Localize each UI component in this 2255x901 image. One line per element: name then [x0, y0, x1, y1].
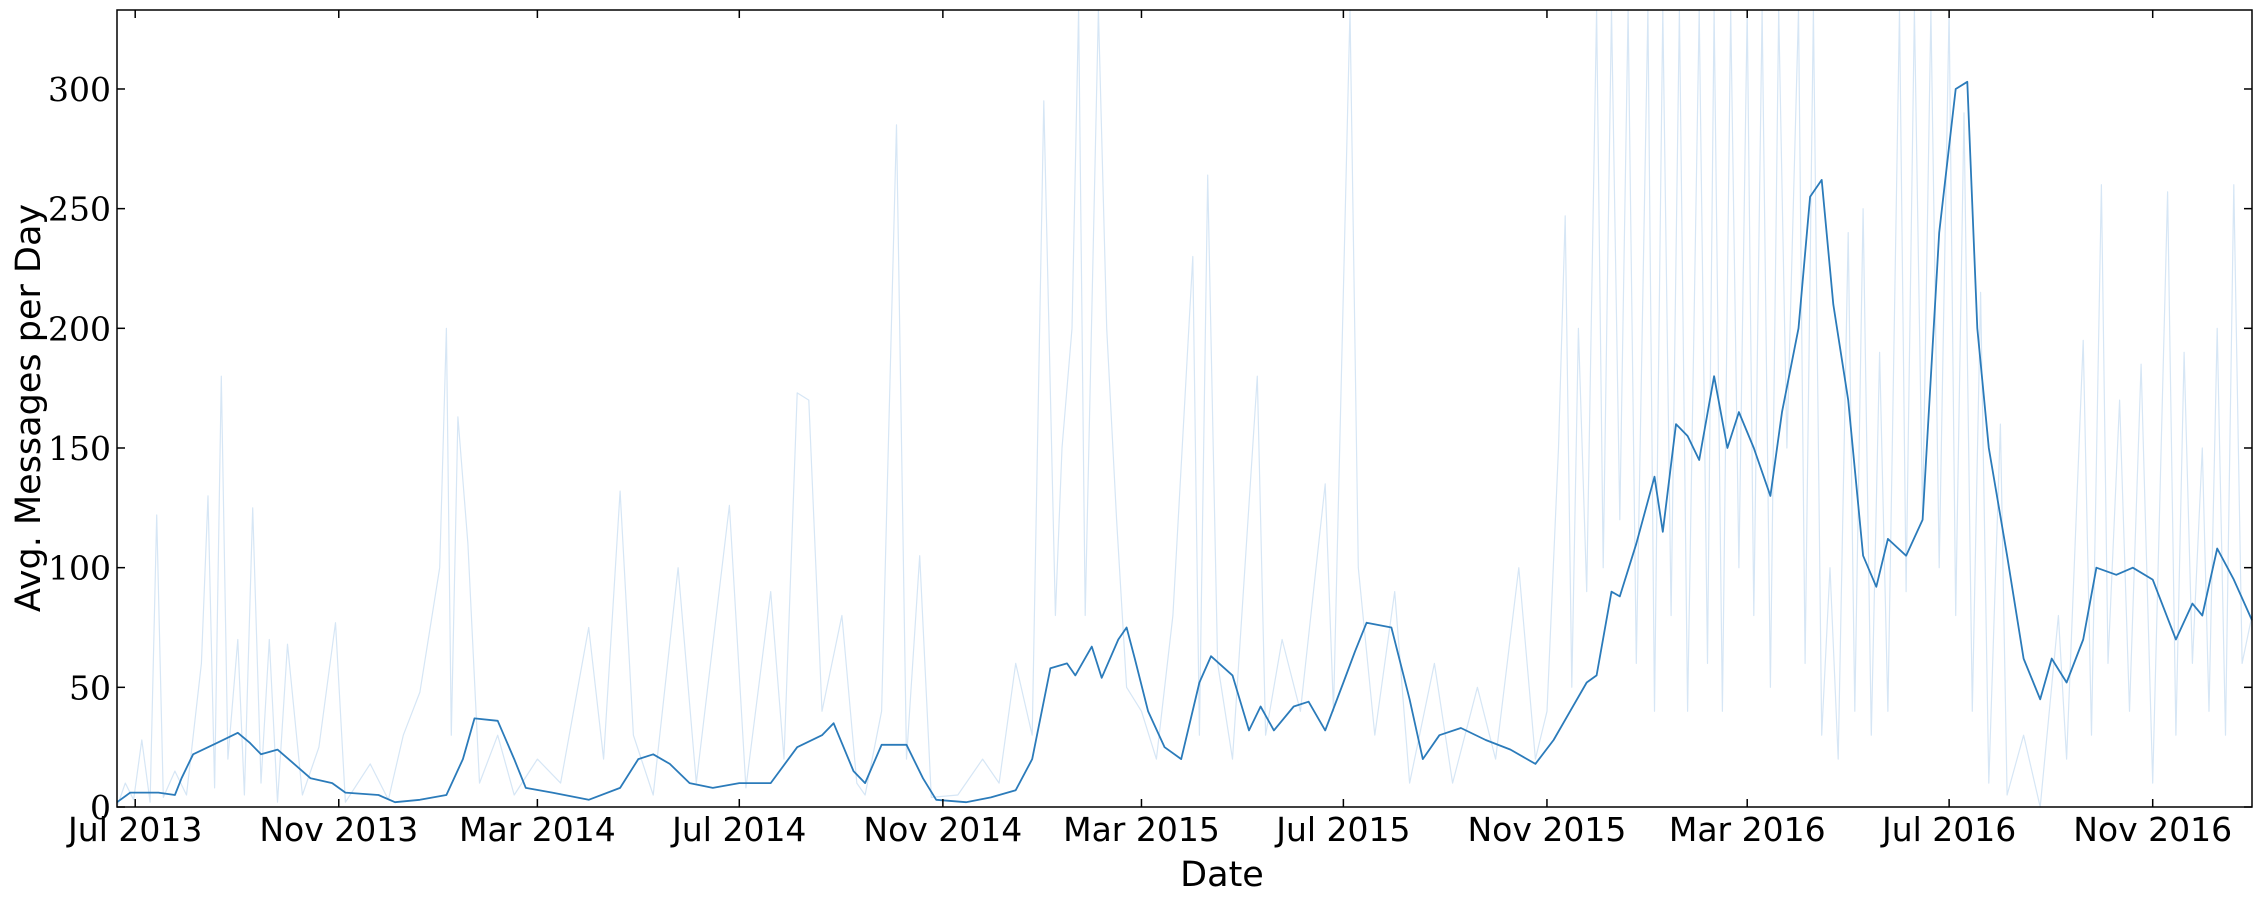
y-tick-label: 50 [69, 668, 111, 707]
daily-series-layer [116, 9, 2253, 808]
daily-messages-line [116, 9, 2253, 808]
x-tick-label: Mar 2015 [1063, 810, 1220, 849]
x-tick-label: Nov 2015 [1468, 810, 1627, 849]
x-tick-label: Jul 2014 [670, 810, 806, 849]
y-tick-label: 250 [48, 190, 111, 229]
x-tick-label: Mar 2016 [1669, 810, 1826, 849]
y-axis-label: Avg. Messages per Day [9, 204, 49, 612]
x-axis-ticks: Jul 2013 Nov 2013 Mar 2014 Jul 2014 Nov 2014… [66, 10, 2232, 849]
moving-average-line [116, 80, 2253, 804]
y-axis-ticks: 0 50 100 150 200 250 300 [48, 70, 2252, 827]
x-tick-label: Jul 2016 [1880, 810, 2016, 849]
x-tick-label: Nov 2013 [259, 810, 418, 849]
y-tick-label: 0 [90, 788, 111, 827]
x-tick-label: Jul 2013 [66, 810, 202, 849]
x-tick-label: Mar 2014 [459, 810, 616, 849]
y-tick-label: 100 [48, 549, 111, 588]
y-tick-label: 200 [48, 309, 111, 348]
plot-frame [116, 9, 2253, 808]
moving-average-series-layer [116, 80, 2253, 804]
x-axis-label: Date [1180, 855, 1264, 895]
y-tick-label: 150 [48, 429, 111, 468]
x-tick-label: Nov 2014 [863, 810, 1022, 849]
y-tick-label: 300 [48, 70, 111, 109]
x-tick-label: Jul 2015 [1274, 810, 1410, 849]
x-tick-label: Nov 2016 [2073, 810, 2232, 849]
